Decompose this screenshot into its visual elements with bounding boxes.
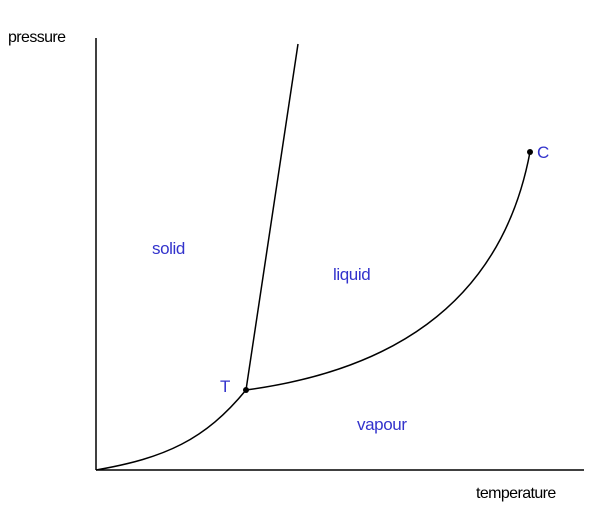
critical-point-marker (527, 149, 533, 155)
critical-point-label: C (537, 143, 549, 162)
vapour-region-label: vapour (357, 415, 407, 434)
triple-point-label: T (220, 377, 230, 396)
melting-line (245, 43, 299, 391)
vaporization-curve (245, 151, 531, 391)
solid-region-label: solid (152, 239, 185, 258)
triple-point-marker (243, 387, 249, 393)
x-axis-label: temperature (476, 485, 556, 502)
liquid-region-label: liquid (333, 265, 370, 284)
sublimation-curve (95, 389, 247, 471)
y-axis-label: pressure (8, 29, 66, 46)
